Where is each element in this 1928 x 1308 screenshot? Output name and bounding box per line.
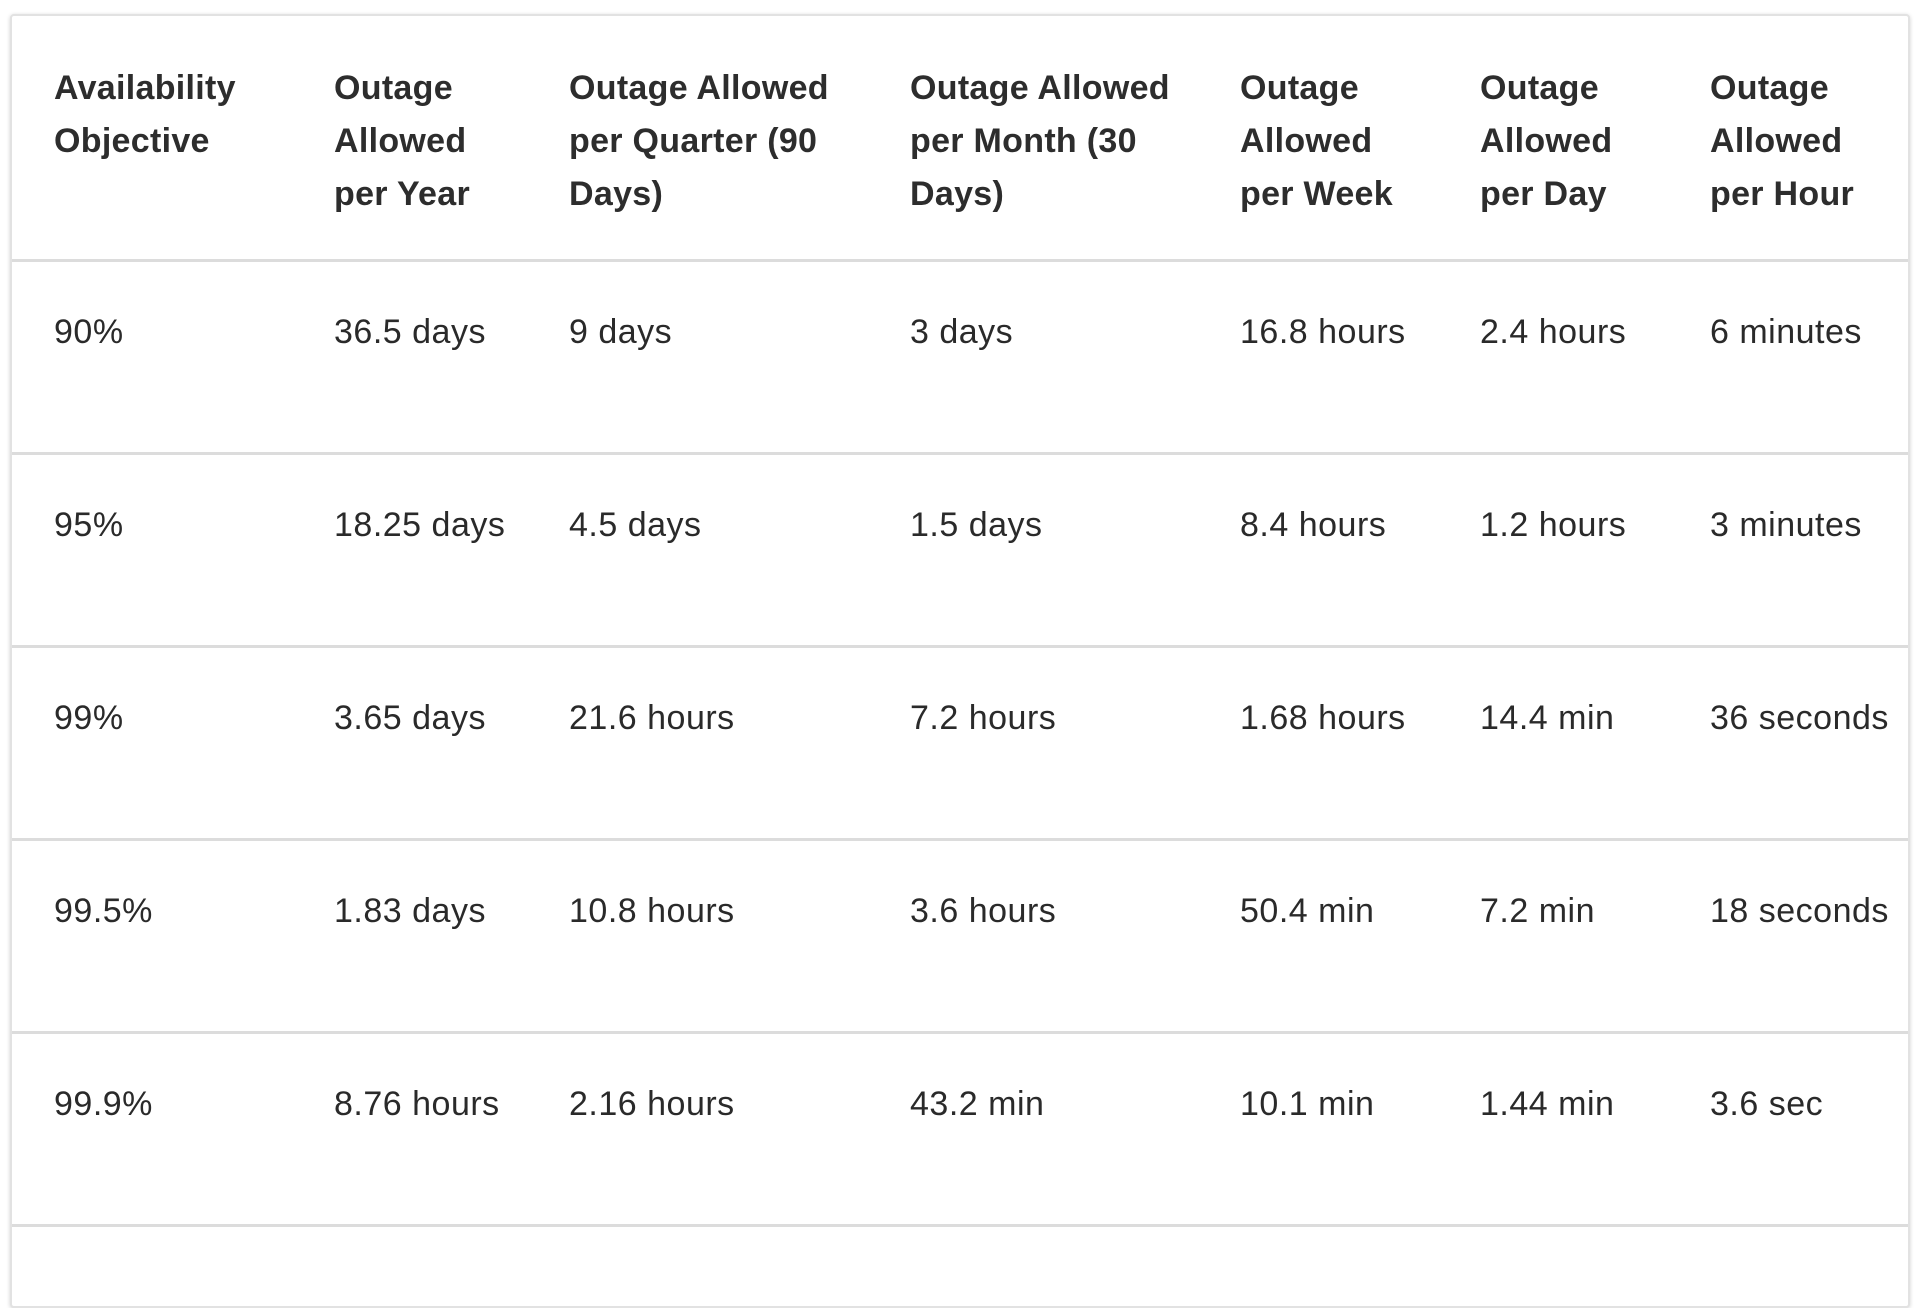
cell-per-day: 7.2 min <box>1480 892 1595 930</box>
table-row: 90% 36.5 days 9 days 3 days 16.8 hours 2… <box>12 261 1908 454</box>
cell-per-hour: 3 minutes <box>1710 506 1862 544</box>
cell-per-month: 1.5 days <box>910 506 1043 544</box>
table-row: 95% 18.25 days 4.5 days 1.5 days 8.4 hou… <box>12 454 1908 647</box>
cell-per-day: 2.4 hours <box>1480 313 1627 351</box>
header-outage-per-hour: Outage Allowed per Hour <box>1710 69 1855 213</box>
availability-table: Availability Objective Outage Allowed pe… <box>12 16 1908 1227</box>
cell-per-day: 1.2 hours <box>1480 506 1627 544</box>
cell-per-month: 3.6 hours <box>910 892 1057 930</box>
cell-per-week: 50.4 min <box>1240 892 1375 930</box>
header-outage-per-day: Outage Allowed per Day <box>1480 69 1613 213</box>
cell-per-quarter: 10.8 hours <box>569 892 735 930</box>
cell-availability: 99.9% <box>54 1085 153 1123</box>
cell-per-week: 16.8 hours <box>1240 313 1406 351</box>
cell-per-year: 1.83 days <box>334 892 486 930</box>
cell-per-quarter: 21.6 hours <box>569 699 735 737</box>
cell-per-hour: 18 seconds <box>1710 892 1889 930</box>
header-outage-per-year: Outage Allowed per Year <box>334 69 470 213</box>
cell-per-quarter: 2.16 hours <box>569 1085 735 1123</box>
cell-availability: 95% <box>54 506 124 544</box>
cell-per-hour: 6 minutes <box>1710 313 1862 351</box>
cell-availability: 99% <box>54 699 124 737</box>
cell-per-quarter: 9 days <box>569 313 673 351</box>
table-row: 99% 3.65 days 21.6 hours 7.2 hours 1.68 … <box>12 647 1908 840</box>
cell-per-week: 10.1 min <box>1240 1085 1375 1123</box>
header-outage-per-month: Outage Allowed per Month (30 Days) <box>910 69 1170 213</box>
cell-per-week: 8.4 hours <box>1240 506 1387 544</box>
cell-per-quarter: 4.5 days <box>569 506 702 544</box>
cell-per-month: 7.2 hours <box>910 699 1057 737</box>
cell-per-day: 1.44 min <box>1480 1085 1615 1123</box>
cell-per-year: 36.5 days <box>334 313 486 351</box>
cell-per-day: 14.4 min <box>1480 699 1615 737</box>
availability-table-card: Availability Objective Outage Allowed pe… <box>10 14 1910 1308</box>
cell-per-week: 1.68 hours <box>1240 699 1406 737</box>
cell-availability: 90% <box>54 313 124 351</box>
header-availability-objective: Availability Objective <box>54 69 236 160</box>
header-outage-per-week: Outage Allowed per Week <box>1240 69 1393 213</box>
cell-per-hour: 3.6 sec <box>1710 1085 1824 1123</box>
cell-per-month: 3 days <box>910 313 1014 351</box>
table-row: 99.5% 1.83 days 10.8 hours 3.6 hours 50.… <box>12 840 1908 1033</box>
table-header-row: Availability Objective Outage Allowed pe… <box>12 16 1908 261</box>
cell-per-hour: 36 seconds <box>1710 699 1889 737</box>
header-outage-per-quarter: Outage Allowed per Quarter (90 Days) <box>569 69 829 213</box>
cell-per-month: 43.2 min <box>910 1085 1045 1123</box>
cell-per-year: 18.25 days <box>334 506 506 544</box>
cell-availability: 99.5% <box>54 892 153 930</box>
table-row: 99.9% 8.76 hours 2.16 hours 43.2 min 10.… <box>12 1033 1908 1226</box>
cell-per-year: 3.65 days <box>334 699 486 737</box>
cell-per-year: 8.76 hours <box>334 1085 500 1123</box>
